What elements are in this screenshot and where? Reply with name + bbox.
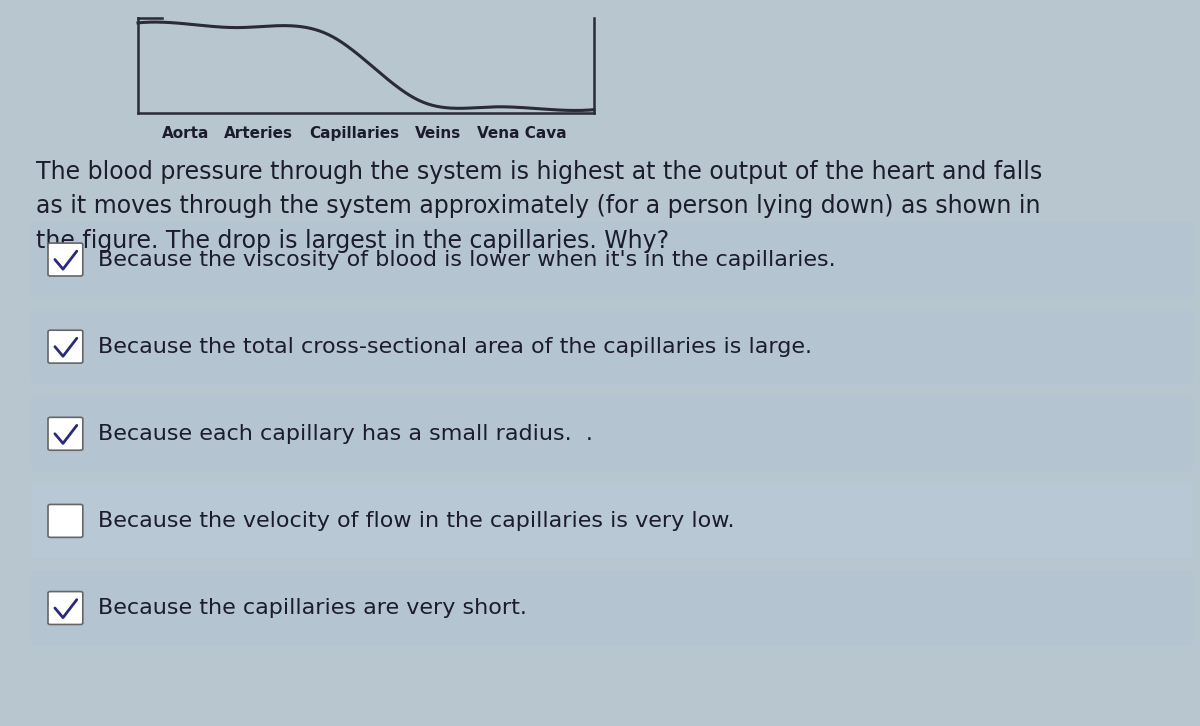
Text: Arteries: Arteries <box>223 126 293 141</box>
FancyBboxPatch shape <box>31 484 1193 558</box>
FancyBboxPatch shape <box>48 592 83 624</box>
Text: Aorta: Aorta <box>162 126 210 141</box>
FancyBboxPatch shape <box>31 309 1193 384</box>
FancyBboxPatch shape <box>48 417 83 450</box>
FancyBboxPatch shape <box>48 330 83 363</box>
Text: Because the viscosity of blood is lower when it's in the capillaries.: Because the viscosity of blood is lower … <box>98 250 836 269</box>
Text: Vena Cava: Vena Cava <box>478 126 566 141</box>
Text: Because the capillaries are very short.: Because the capillaries are very short. <box>98 598 527 618</box>
Text: Because each capillary has a small radius.  .: Because each capillary has a small radiu… <box>98 424 593 444</box>
FancyBboxPatch shape <box>48 505 83 537</box>
Text: Because the velocity of flow in the capillaries is very low.: Because the velocity of flow in the capi… <box>98 511 734 531</box>
Text: Capillaries: Capillaries <box>308 126 400 141</box>
FancyBboxPatch shape <box>48 243 83 276</box>
FancyBboxPatch shape <box>31 222 1193 297</box>
FancyBboxPatch shape <box>31 571 1193 645</box>
Text: Because the total cross-sectional area of the capillaries is large.: Because the total cross-sectional area o… <box>98 337 812 356</box>
FancyBboxPatch shape <box>31 396 1193 471</box>
Text: The blood pressure through the system is highest at the output of the heart and : The blood pressure through the system is… <box>36 160 1043 253</box>
Text: Veins: Veins <box>415 126 461 141</box>
